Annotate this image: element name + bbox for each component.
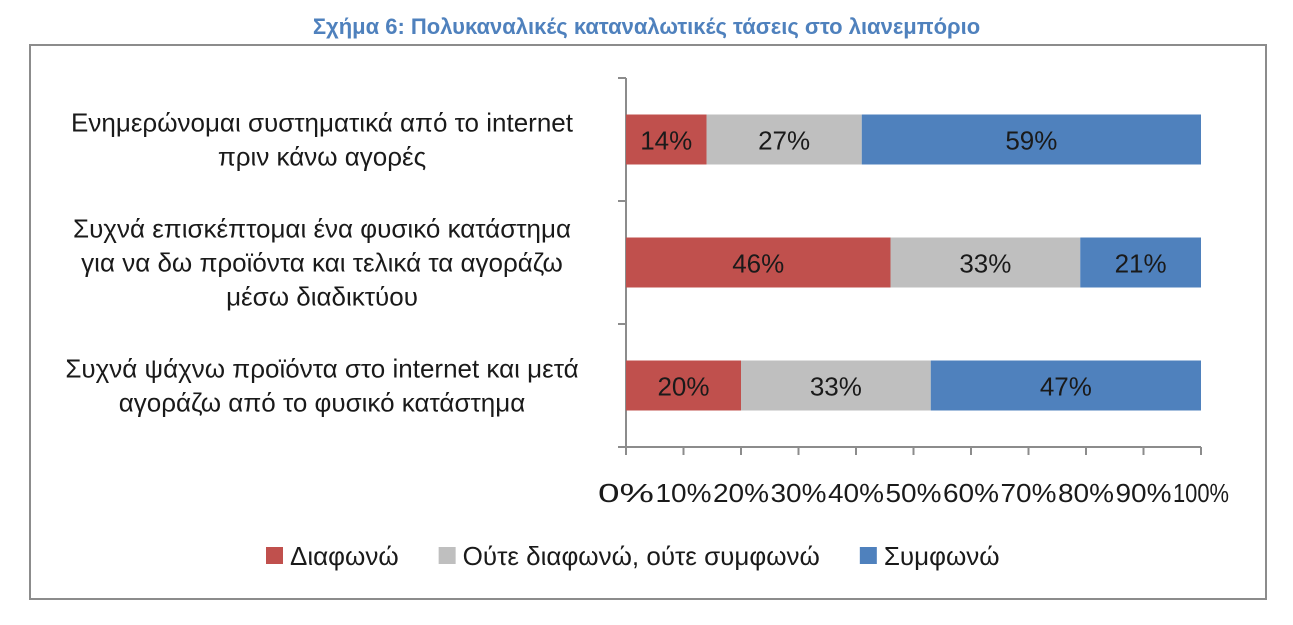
x-tick-label: 30% <box>771 478 827 508</box>
data-label: 27% <box>758 126 810 156</box>
category-label: μέσω διαδικτύου <box>226 282 418 312</box>
x-tick-label: 90% <box>1116 478 1172 508</box>
category-label: Συχνά επισκέπτομαι ένα φυσικό κατάστημα <box>73 214 571 244</box>
category-label: Ενημερώνομαι συστηματικά από το internet <box>71 108 574 138</box>
x-tick-label: 50% <box>886 478 942 508</box>
bar-segment <box>861 114 1201 165</box>
legend-swatch <box>438 547 456 564</box>
legend-label: Συμφωνώ <box>884 541 1000 571</box>
x-tick-label: 10% <box>656 478 712 508</box>
bar-segment <box>890 237 1081 288</box>
x-tick-label: 20% <box>713 478 769 508</box>
bar-segment <box>930 360 1201 411</box>
x-tick-label: 70% <box>1001 478 1057 508</box>
data-label: 33% <box>959 249 1011 279</box>
x-tick-label: 0% <box>598 478 654 508</box>
legend-label: Διαφωνώ <box>290 541 399 571</box>
x-tick-label: 100% <box>1173 478 1229 508</box>
legend-swatch <box>266 547 283 564</box>
bar-segment <box>706 114 862 165</box>
data-label: 47% <box>1040 372 1092 402</box>
category-label: για να δω προϊόντα και τελικά τα αγοράζω <box>81 248 563 278</box>
data-label: 20% <box>657 372 709 402</box>
bar-segment <box>1080 237 1201 288</box>
x-tick-label: 60% <box>943 478 999 508</box>
data-label: 33% <box>810 372 862 402</box>
legend-label: Ούτε διαφωνώ, ούτε συμφωνώ <box>463 541 820 571</box>
data-label: 59% <box>1005 126 1057 156</box>
data-label: 46% <box>732 249 784 279</box>
bar-segment <box>626 237 891 288</box>
x-tick-label: 40% <box>828 478 884 508</box>
legend-swatch <box>859 547 877 564</box>
data-label: 21% <box>1115 249 1167 279</box>
category-label: πριν κάνω αγορές <box>218 142 426 172</box>
bar-segment <box>626 114 707 165</box>
chart-title: Σχήμα 6: Πολυκαναλικές καταναλωτικές τάσ… <box>312 14 981 39</box>
data-label: 14% <box>640 126 692 156</box>
bar-segment <box>626 360 741 411</box>
x-tick-label: 80% <box>1058 478 1114 508</box>
bar-segment <box>741 360 931 411</box>
category-label: Συχνά ψάχνω προϊόντα στο internet και με… <box>65 354 578 384</box>
category-label: αγοράζω από το φυσικό κατάστημα <box>119 388 526 418</box>
